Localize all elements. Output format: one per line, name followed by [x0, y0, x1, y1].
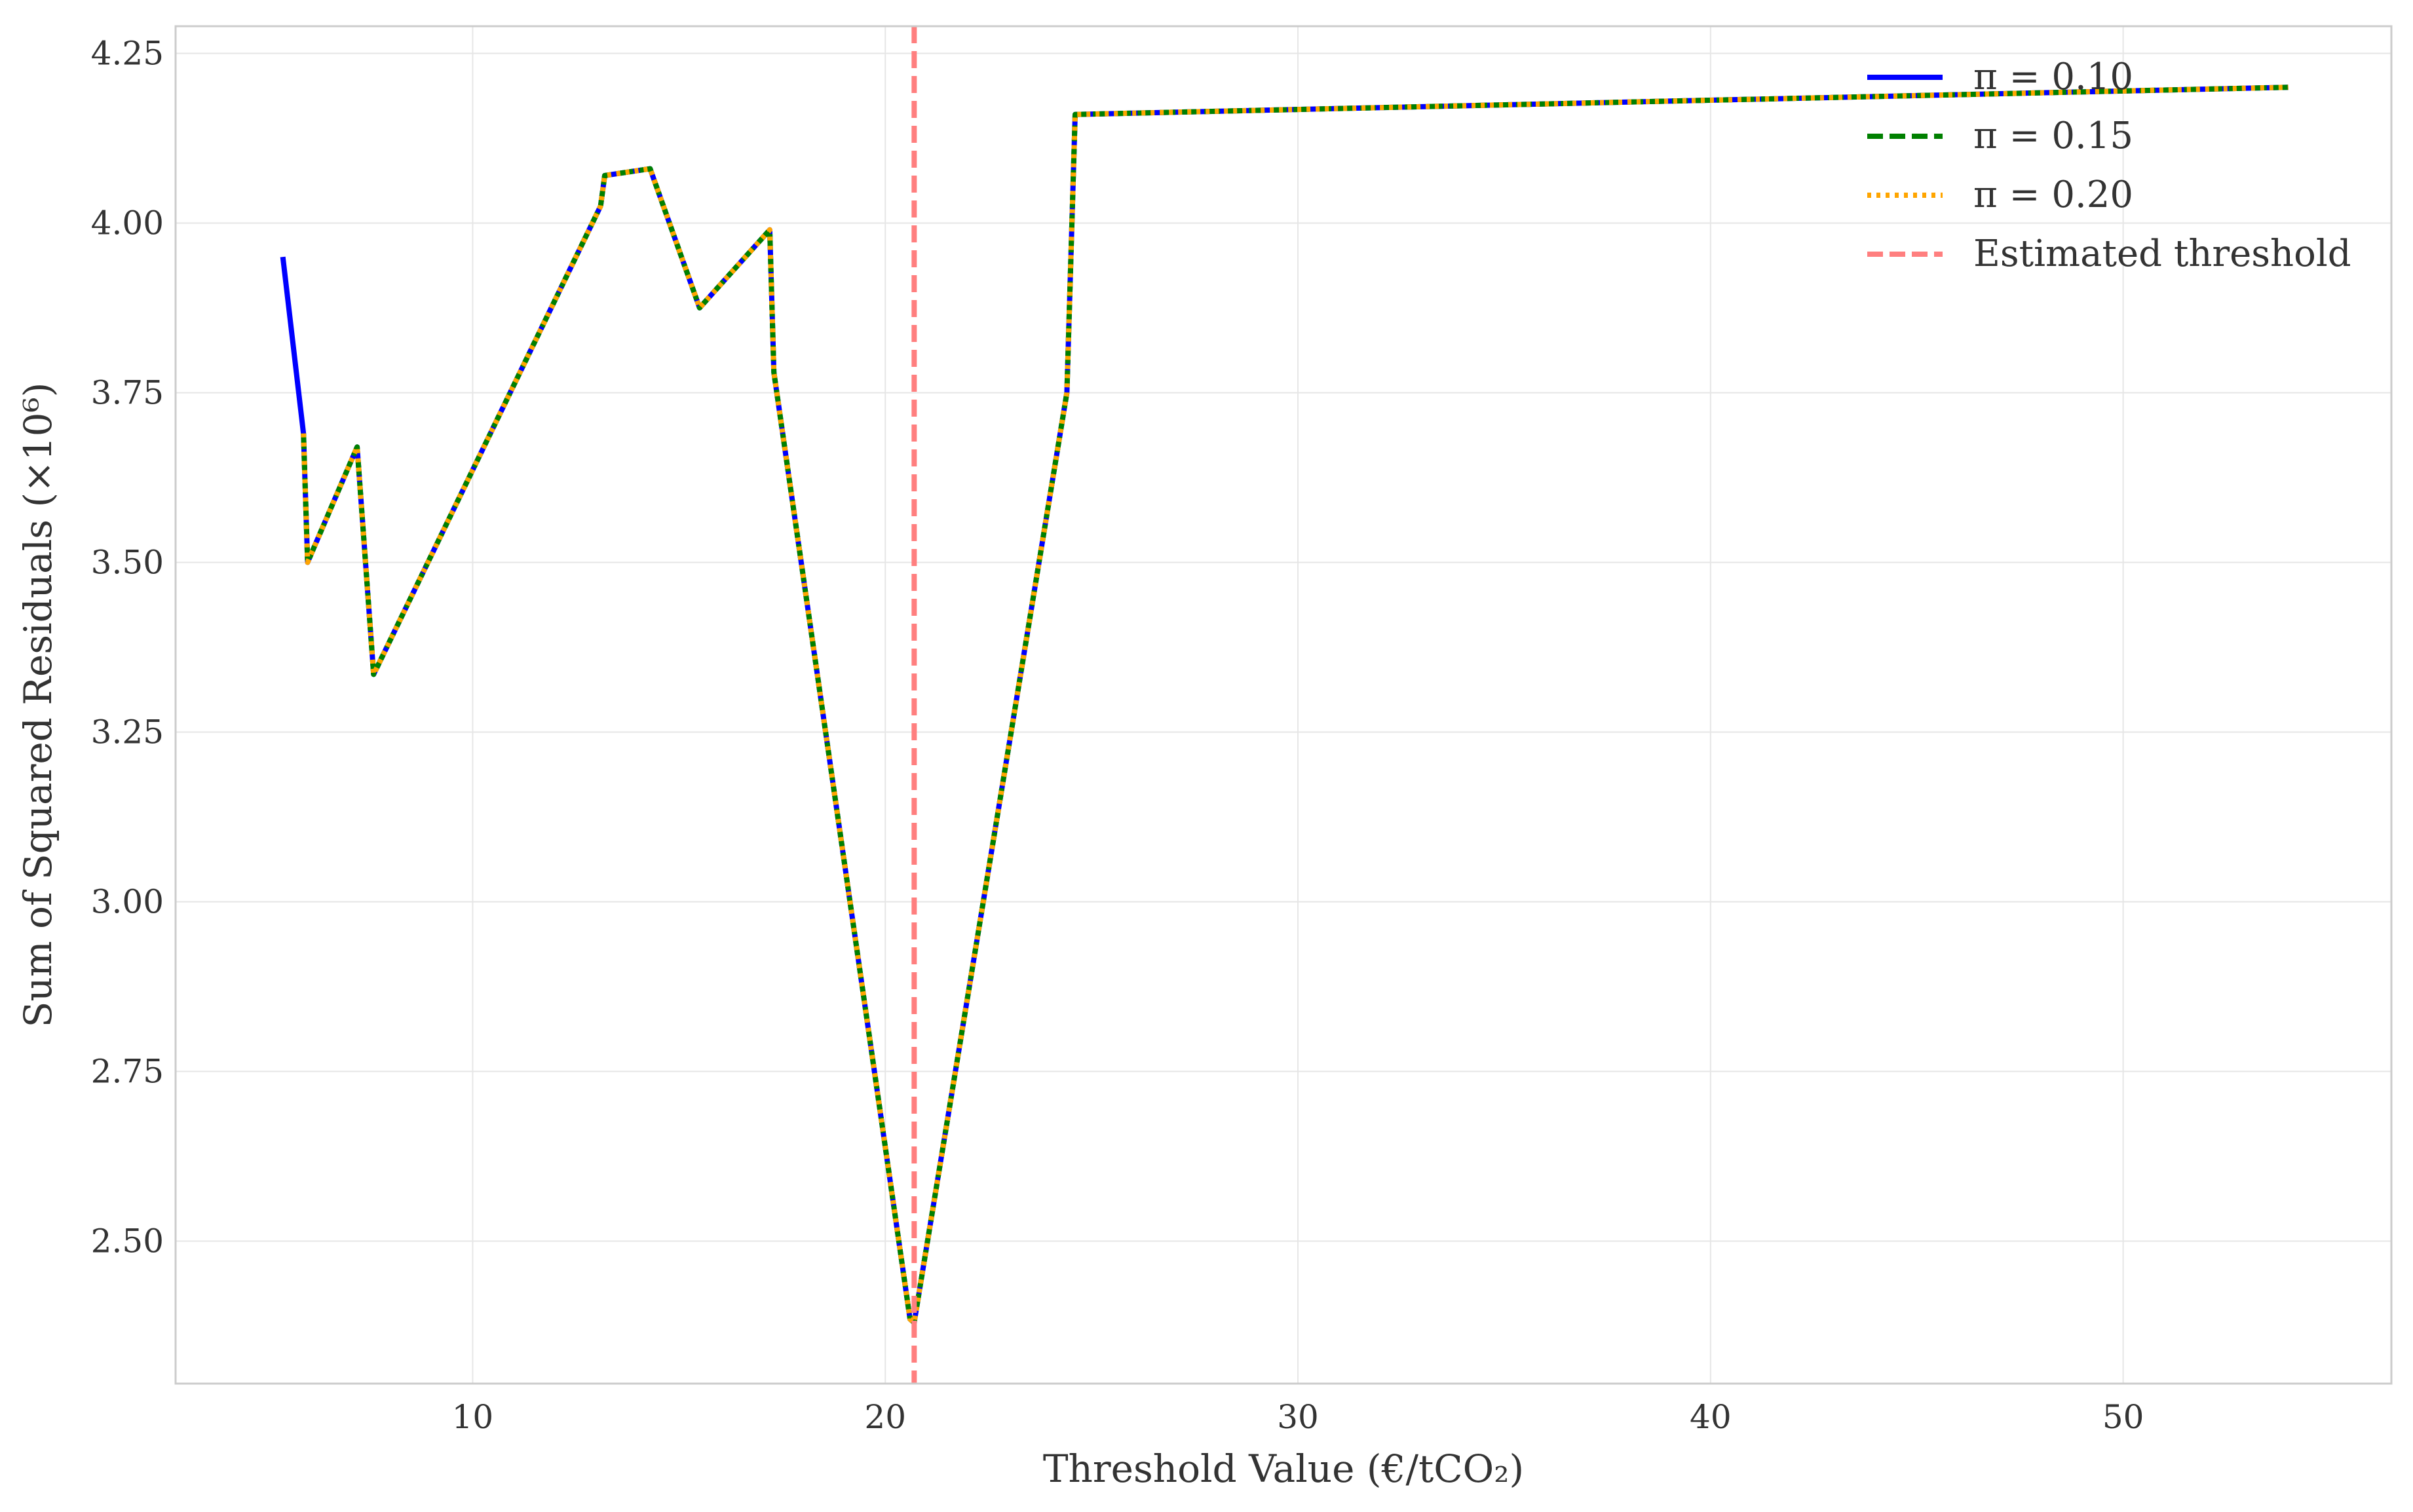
y-tick-label: 3.25 — [91, 713, 164, 751]
x-tick-label: 10 — [452, 1398, 494, 1436]
legend-label: π = 0.20 — [1973, 174, 2133, 216]
x-tick-label: 30 — [1277, 1398, 1319, 1436]
x-axis-label: Threshold Value (€/tCO₂) — [1043, 1446, 1524, 1491]
plot-frame — [174, 25, 2393, 1385]
legend-label: π = 0.10 — [1973, 56, 2133, 98]
legend-label: Estimated threshold — [1973, 233, 2351, 275]
series-line-3 — [301, 85, 2289, 1325]
y-tick-label: 3.00 — [91, 882, 164, 920]
y-tick-label: 3.75 — [91, 373, 164, 411]
x-tick-label: 20 — [864, 1398, 906, 1436]
y-tick-label: 2.50 — [91, 1222, 164, 1260]
y-axis-label: Sum of Squared Residuals (×10⁶) — [16, 383, 60, 1028]
x-tick-label: 50 — [2102, 1398, 2144, 1436]
tick-labels: 10 20 30 40 50 2.50 2.75 3.00 3.25 3.50 3.75 4.00 4.… — [91, 34, 2144, 1436]
series-lines — [280, 26, 2289, 1384]
legend-label: π = 0.15 — [1973, 115, 2133, 157]
legend: π = 0.10 π = 0.15 π = 0.20 Estimated thresh… — [1867, 56, 2351, 275]
y-tick-label: 2.75 — [91, 1052, 164, 1090]
y-tick-label: 4.25 — [91, 34, 164, 72]
grid — [176, 26, 2391, 1384]
y-tick-label: 3.50 — [91, 543, 164, 581]
x-tick-label: 40 — [1690, 1398, 1732, 1436]
y-tick-label: 4.00 — [91, 204, 164, 242]
